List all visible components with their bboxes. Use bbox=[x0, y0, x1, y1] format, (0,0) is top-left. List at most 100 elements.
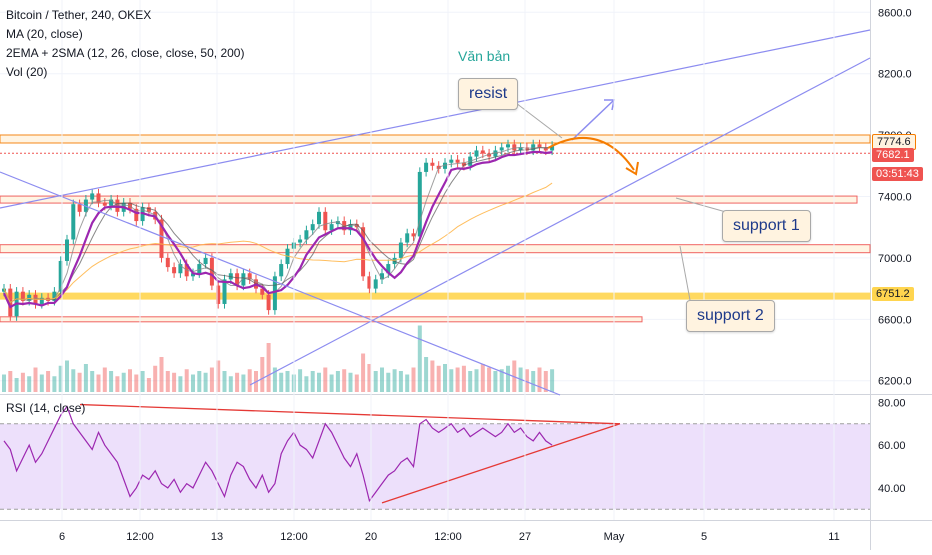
candle-body bbox=[424, 162, 429, 172]
volume-bar bbox=[411, 367, 416, 392]
indicator-ma[interactable]: MA (20, close) bbox=[6, 27, 83, 41]
price-tag-6751: 6751.2 bbox=[872, 287, 914, 301]
candle-body bbox=[235, 273, 240, 286]
volume-bar bbox=[310, 371, 315, 392]
volume-bar bbox=[537, 367, 542, 392]
price-tick-label: 8600.0 bbox=[878, 7, 912, 19]
candle-body bbox=[2, 288, 6, 292]
annotation-support-2[interactable]: support 2 bbox=[686, 300, 775, 332]
price-tag-current: 7682.1 bbox=[872, 148, 914, 162]
rsi-tick-label: 40.00 bbox=[878, 483, 906, 495]
price-tick-label: 8200.0 bbox=[878, 69, 912, 81]
candle-body bbox=[398, 242, 403, 258]
price-tick-label: 6600.0 bbox=[878, 314, 912, 326]
candle-body bbox=[373, 279, 378, 289]
candle-body bbox=[191, 273, 195, 277]
candle-body bbox=[480, 150, 485, 154]
time-tick-label: 12:00 bbox=[126, 531, 154, 543]
candle-body bbox=[146, 207, 151, 212]
candle-body bbox=[39, 297, 44, 304]
annotation-van-ban[interactable]: Văn bản bbox=[458, 48, 511, 64]
volume-bar bbox=[146, 378, 151, 392]
arrowhead-down bbox=[625, 161, 639, 176]
volume-bar bbox=[134, 374, 139, 392]
volume-bar bbox=[285, 371, 290, 392]
candle-body bbox=[178, 264, 183, 274]
time-tick-label: 6 bbox=[59, 531, 65, 543]
volume-bar bbox=[386, 372, 391, 392]
candle-body bbox=[304, 230, 309, 240]
candle-body bbox=[329, 224, 334, 231]
volume-bar bbox=[115, 376, 120, 392]
volume-bar bbox=[203, 372, 208, 392]
volume-bar bbox=[373, 371, 378, 392]
volume-bar bbox=[461, 365, 466, 392]
candle-body bbox=[298, 239, 303, 243]
candle-body bbox=[417, 171, 422, 237]
volume-bar bbox=[159, 357, 164, 392]
volume-bar bbox=[449, 369, 454, 392]
rsi-resistance-trendline bbox=[79, 403, 621, 425]
ma-20-line bbox=[2, 150, 553, 309]
candle-body bbox=[102, 202, 107, 206]
candle-body bbox=[512, 144, 517, 151]
volume-bar bbox=[342, 369, 347, 392]
indicator-ema-sma[interactable]: 2EMA + 2SMA (12, 26, close, close, 50, 2… bbox=[6, 46, 245, 60]
rsi-legend[interactable]: RSI (14, close) bbox=[6, 401, 86, 415]
volume-bar bbox=[380, 367, 384, 392]
volume-bar bbox=[487, 367, 492, 392]
rsi-tick-label: 80.00 bbox=[878, 397, 906, 409]
candle-body bbox=[524, 147, 529, 151]
candle-body bbox=[96, 193, 101, 203]
volume-bar bbox=[90, 371, 95, 392]
volume-bar bbox=[178, 376, 183, 392]
candle-body bbox=[342, 221, 347, 231]
candle-body bbox=[247, 273, 252, 280]
volume-bar bbox=[417, 325, 422, 392]
candle-body bbox=[134, 208, 139, 222]
volume-bar bbox=[228, 376, 233, 392]
candle-body bbox=[90, 193, 95, 200]
sma-50-line bbox=[3, 182, 553, 304]
volume-bar bbox=[14, 378, 19, 392]
candle-body bbox=[216, 285, 221, 304]
candle-body bbox=[386, 264, 391, 274]
indicator-volume[interactable]: Vol (20) bbox=[6, 65, 48, 79]
candle-body bbox=[487, 153, 492, 157]
price-tag-7774: 7774.6 bbox=[872, 134, 916, 150]
volume-bar bbox=[348, 372, 353, 392]
volume-bar bbox=[222, 371, 227, 392]
ascending-trendline bbox=[249, 57, 871, 386]
volume-bar bbox=[165, 371, 170, 392]
symbol-title: Bitcoin / Tether, 240, OKEX bbox=[6, 8, 152, 22]
volume-bar bbox=[361, 353, 366, 392]
candle-body bbox=[159, 219, 164, 258]
candle-body bbox=[461, 162, 466, 166]
volume-bar bbox=[354, 374, 359, 392]
volume-bar bbox=[209, 367, 214, 392]
volume-bar bbox=[8, 371, 13, 392]
candle-body bbox=[537, 144, 542, 148]
level-zone bbox=[0, 316, 643, 323]
volume-bar bbox=[128, 369, 132, 392]
volume-bar bbox=[241, 374, 246, 392]
candle-body bbox=[203, 257, 208, 265]
volume-bar bbox=[197, 371, 202, 392]
rsi-line bbox=[3, 405, 553, 503]
volume-bar bbox=[443, 364, 447, 392]
resist-connector bbox=[511, 99, 563, 139]
annotation-support-1[interactable]: support 1 bbox=[722, 210, 811, 242]
annotation-resist[interactable]: resist bbox=[458, 78, 519, 110]
candle-body bbox=[71, 204, 76, 240]
support1-connector bbox=[675, 197, 727, 213]
candle-body bbox=[260, 288, 265, 295]
level-zone bbox=[0, 292, 871, 300]
volume-bar bbox=[424, 357, 429, 392]
candle-body bbox=[222, 279, 227, 304]
time-tick-label: 12:00 bbox=[434, 531, 462, 543]
volume-bar bbox=[27, 376, 32, 392]
candle-body bbox=[411, 233, 416, 237]
volume-bar bbox=[524, 369, 529, 392]
volume-bar bbox=[52, 376, 57, 392]
volume-bar bbox=[298, 369, 303, 392]
